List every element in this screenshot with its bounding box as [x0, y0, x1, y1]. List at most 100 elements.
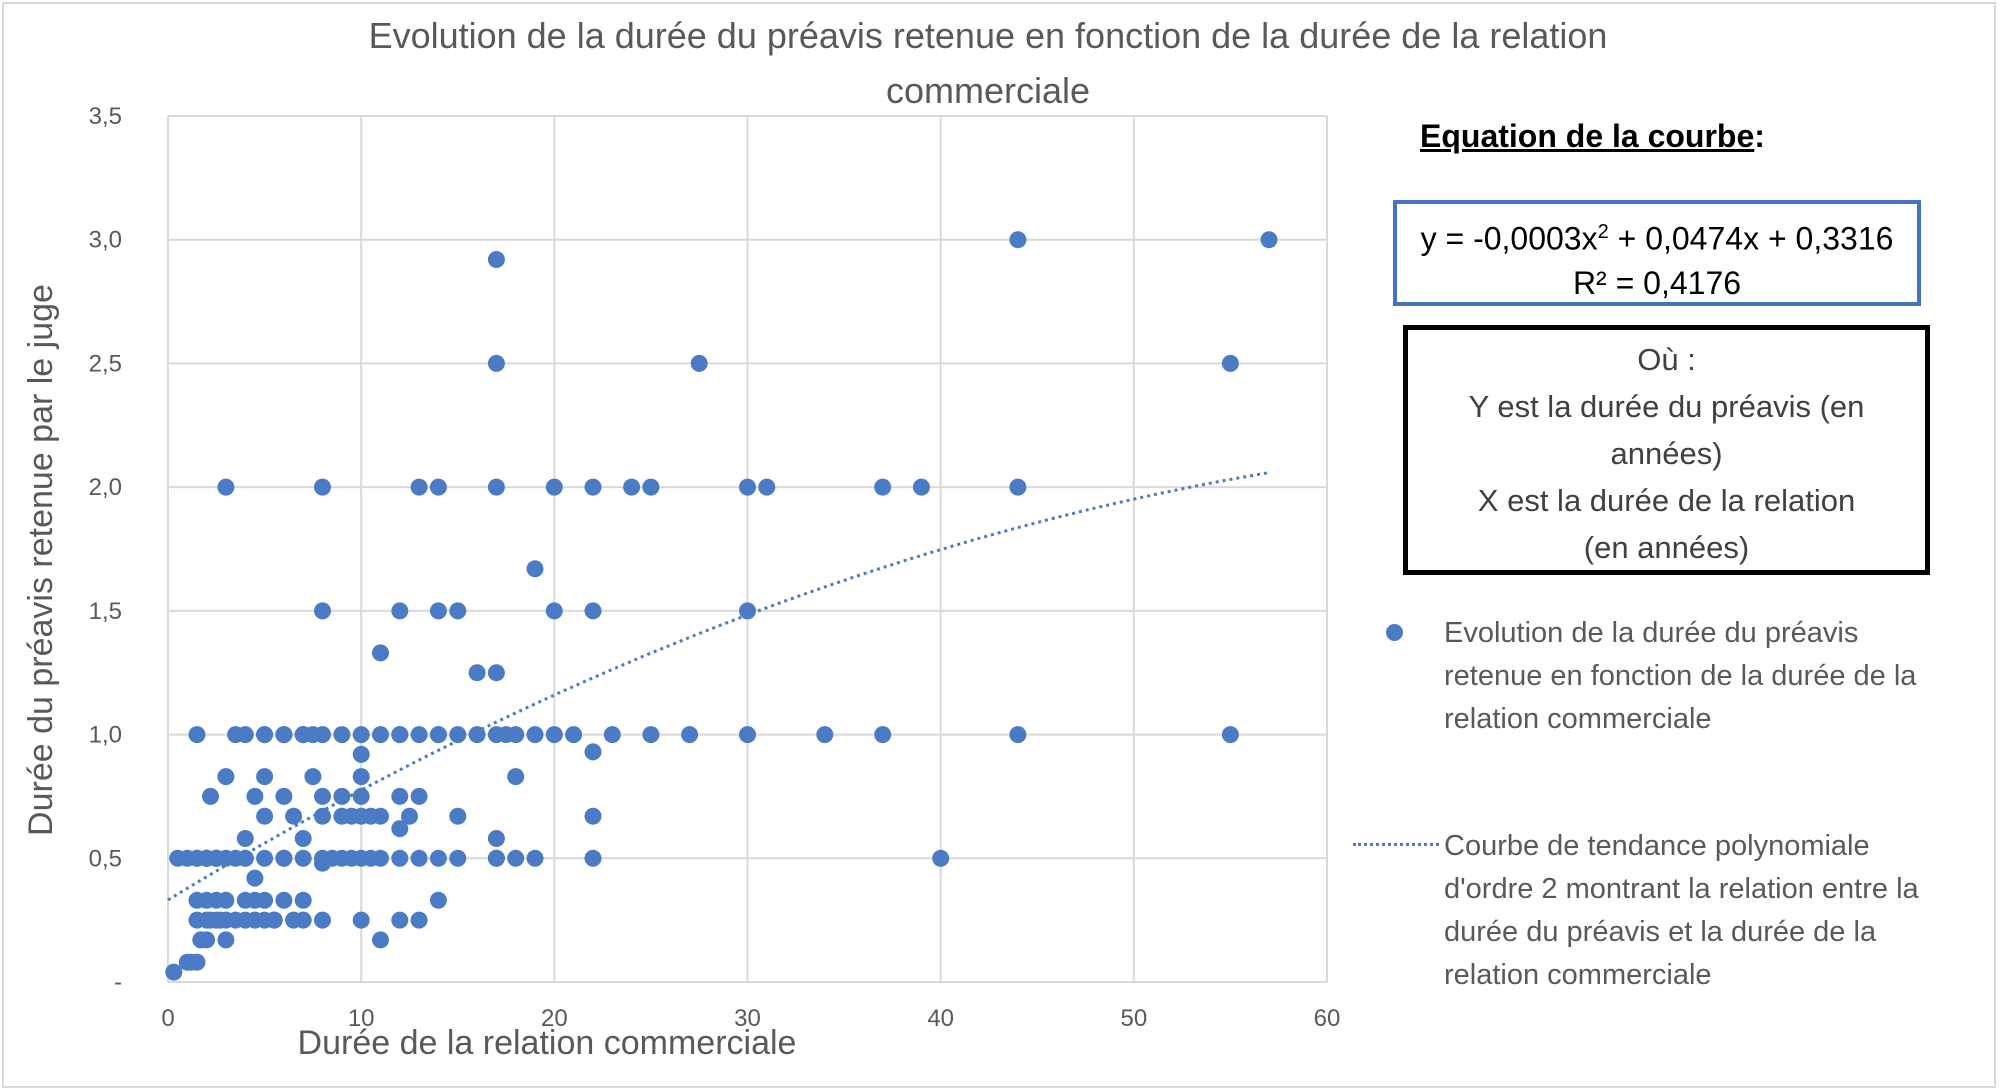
data-point — [584, 807, 602, 825]
data-point — [275, 849, 293, 867]
data-point — [507, 726, 525, 744]
data-point — [410, 726, 428, 744]
data-point — [256, 849, 274, 867]
y-tick-label: 0,5 — [89, 845, 122, 872]
data-point — [372, 644, 389, 662]
data-point — [256, 768, 274, 786]
data-point — [739, 602, 756, 620]
data-point — [294, 891, 312, 909]
data-point — [584, 602, 602, 620]
data-point — [265, 911, 283, 929]
data-point — [545, 602, 563, 620]
legend-entry-trendline: Courbe de tendance polynomiale d'ordre 2… — [1444, 825, 1919, 997]
data-point — [526, 849, 544, 867]
data-point — [487, 830, 505, 847]
chart-title-line-1: Evolution de la durée du préavis retenue… — [369, 15, 1608, 56]
x-tick-label: 30 — [734, 1005, 761, 1032]
equation-box: y = -0,0003x2 + 0,0474x + 0,3316 R² = 0,… — [1393, 200, 1921, 306]
data-point — [410, 911, 428, 929]
data-point — [429, 891, 447, 909]
data-point — [275, 891, 293, 909]
data-point — [526, 726, 544, 744]
equation-heading-text: Equation de la courbe — [1420, 118, 1755, 154]
legend-marker-trendline — [1353, 843, 1439, 846]
x-tick-label: 10 — [348, 1005, 375, 1032]
data-point — [690, 354, 708, 372]
data-point — [391, 787, 409, 805]
data-point — [372, 726, 389, 744]
y-axis-title: Durée du préavis retenue par le juge — [22, 284, 60, 836]
data-point — [912, 478, 930, 496]
r-squared: R² = 0,4176 — [1572, 264, 1742, 301]
data-point — [739, 726, 756, 744]
definitions-heading: Où : — [1637, 342, 1696, 377]
data-point — [294, 830, 312, 847]
x-tick-label: 20 — [541, 1005, 568, 1032]
trendline — [167, 471, 1270, 902]
data-point — [429, 602, 447, 620]
data-point — [584, 478, 602, 496]
definition-x-line-1: X est la durée de la relation — [1477, 483, 1856, 518]
chart-title-line-2: commerciale — [886, 70, 1090, 111]
data-point — [507, 768, 525, 786]
data-point — [352, 911, 370, 929]
legend-points-line-2: retenue en fonction de la durée de la — [1444, 660, 1917, 692]
data-point — [429, 726, 447, 744]
legend-trend-line-2: d'ordre 2 montrant la relation entre la — [1444, 873, 1919, 905]
equation-exponent: 2 — [1597, 221, 1609, 243]
data-point — [391, 820, 409, 838]
data-point — [285, 807, 303, 825]
legend-entry-points: Evolution de la durée du préavis retenue… — [1444, 612, 1916, 741]
definitions-box: Où : Y est la durée du préavis (en année… — [1403, 325, 1930, 575]
data-point — [1221, 354, 1239, 372]
data-point — [202, 787, 219, 805]
data-point — [236, 830, 254, 847]
data-point — [372, 931, 389, 949]
data-point — [603, 726, 621, 744]
data-point — [314, 911, 331, 929]
data-point — [1009, 478, 1027, 496]
data-point — [410, 849, 428, 867]
legend-trend-line-1: Courbe de tendance polynomiale — [1444, 830, 1870, 862]
data-point — [449, 726, 467, 744]
definition-y-line-1: Y est la durée du préavis (en — [1468, 389, 1865, 424]
y-tick-label: 2,5 — [89, 350, 122, 377]
y-tick-label: 3,0 — [89, 227, 122, 254]
data-point — [217, 478, 235, 496]
data-point — [758, 478, 776, 496]
data-point — [468, 664, 486, 682]
data-point — [352, 768, 370, 786]
data-point — [314, 478, 331, 496]
x-tick-label: 50 — [1120, 1005, 1147, 1032]
data-point — [304, 768, 322, 786]
data-point — [468, 726, 486, 744]
data-point — [429, 478, 447, 496]
data-point — [487, 849, 505, 867]
data-point — [487, 478, 505, 496]
data-point — [816, 726, 834, 744]
data-point — [352, 726, 370, 744]
data-point — [391, 911, 409, 929]
data-point — [217, 768, 235, 786]
equation-suffix: + 0,0474x + 0,3316 — [1608, 220, 1894, 257]
x-axis-ticks: 0 10 20 30 40 50 60 — [161, 1005, 1340, 1032]
data-point — [739, 478, 756, 496]
data-point — [1221, 726, 1239, 744]
data-point — [449, 602, 467, 620]
data-point — [275, 787, 293, 805]
data-point — [565, 726, 583, 744]
legend-points-line-3: relation commerciale — [1444, 703, 1712, 735]
data-point — [188, 953, 206, 971]
data-point — [932, 849, 950, 867]
data-point — [314, 602, 331, 620]
data-point — [188, 726, 206, 744]
data-point — [681, 726, 699, 744]
y-tick-label: 3,5 — [89, 103, 122, 130]
data-point — [584, 849, 602, 867]
x-axis-title: Durée de la relation commerciale — [298, 1024, 797, 1062]
data-point — [642, 726, 660, 744]
legend-trend-line-3: durée du préavis et la durée de la — [1444, 916, 1877, 948]
x-tick-label: 0 — [161, 1005, 174, 1032]
data-point — [246, 869, 264, 887]
